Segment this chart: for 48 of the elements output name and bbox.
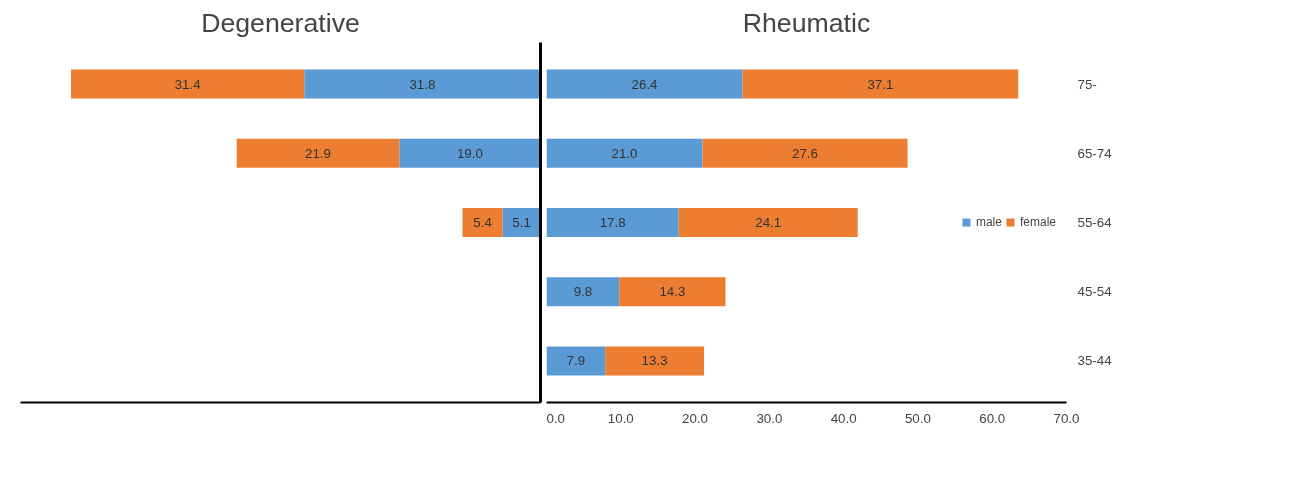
data-label: 19.0 bbox=[456, 145, 483, 161]
data-label: 17.8 bbox=[599, 215, 626, 230]
chart-title: Degenerative bbox=[201, 7, 360, 38]
data-label: 31.8 bbox=[409, 76, 436, 92]
data-label: 26.4 bbox=[631, 76, 659, 92]
y-tick-label: 45-54 bbox=[1077, 284, 1113, 300]
x-tick-label: 60.0 bbox=[979, 410, 1006, 426]
data-label: 21.9 bbox=[305, 145, 331, 161]
data-label: 13.3 bbox=[641, 353, 668, 369]
x-tick-label: 0.0 bbox=[546, 410, 566, 426]
x-tick-label: 50.0 bbox=[904, 410, 931, 426]
y-tick-label: 75- bbox=[1077, 76, 1097, 92]
bar bbox=[399, 138, 541, 168]
y-tick-label: 55-64 bbox=[1077, 215, 1113, 230]
bar bbox=[546, 207, 679, 238]
x-tick-label: 40.0 bbox=[830, 410, 857, 426]
bar bbox=[71, 69, 305, 99]
bar bbox=[605, 346, 704, 376]
data-label: 5.1 bbox=[512, 215, 531, 230]
bar bbox=[742, 69, 1019, 99]
data-label: 14.3 bbox=[659, 284, 686, 300]
bar bbox=[702, 138, 908, 168]
data-label: 21.0 bbox=[611, 145, 638, 161]
x-tick-label: 70.0 bbox=[1053, 410, 1080, 426]
data-label: 7.9 bbox=[566, 353, 586, 369]
bar bbox=[546, 277, 620, 307]
data-label: 5.4 bbox=[473, 215, 493, 230]
y-tick-label: 65-74 bbox=[1077, 145, 1113, 161]
bar bbox=[304, 69, 541, 99]
bar bbox=[546, 346, 606, 376]
x-tick-label: 30.0 bbox=[756, 410, 783, 426]
y-tick-label: 35-44 bbox=[1077, 353, 1113, 369]
x-tick-label: 20.0 bbox=[682, 410, 709, 426]
chart-title: Rheumatic bbox=[742, 7, 871, 38]
legend-label: male bbox=[975, 215, 1002, 229]
bar bbox=[236, 138, 400, 168]
bar bbox=[619, 277, 726, 307]
bar bbox=[546, 69, 743, 99]
data-label: 37.1 bbox=[867, 76, 894, 92]
data-label: 24.1 bbox=[755, 215, 782, 230]
bar bbox=[546, 138, 703, 168]
x-tick-label: 10.0 bbox=[607, 410, 634, 426]
legend-label: female bbox=[1019, 215, 1056, 229]
data-label: 31.4 bbox=[174, 76, 202, 92]
data-label: 27.6 bbox=[792, 145, 818, 161]
data-label: 9.8 bbox=[573, 284, 593, 300]
bar bbox=[462, 207, 503, 238]
bar bbox=[678, 207, 858, 238]
